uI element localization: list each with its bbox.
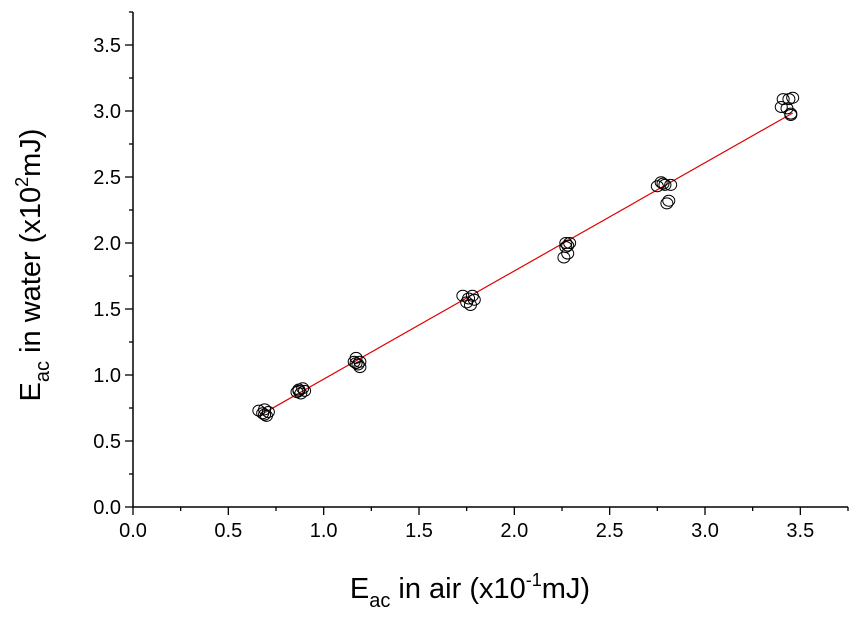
data-point [258, 408, 272, 421]
data-point [298, 384, 312, 397]
y-tick-label: 1.5 [93, 299, 121, 321]
x-axis-title: Eac in air (x10-1mJ) [350, 570, 590, 612]
x-tick-label: 0.5 [214, 520, 242, 542]
x-tick-label: 3.5 [786, 520, 814, 542]
x-tick-label: 3.0 [691, 520, 719, 542]
ticks [125, 11, 849, 515]
data-point [294, 387, 308, 400]
fit-line [258, 112, 794, 417]
y-tick-label: 2.5 [93, 167, 121, 189]
y-tick-label: 3.5 [93, 35, 121, 57]
data-point [658, 178, 672, 191]
data-point [258, 403, 272, 416]
x-tick-labels: 0.0 0.5 1.0 1.5 2.0 2.5 3.0 3.5 [119, 520, 814, 542]
data-point [784, 107, 798, 120]
data-points [252, 91, 800, 422]
data-point [296, 382, 310, 395]
data-point [662, 194, 676, 207]
data-point [654, 176, 668, 189]
y-tick-label: 3.0 [93, 101, 121, 123]
y-tick-labels: 0.0 0.5 1.0 1.5 2.0 2.5 3.0 3.5 [93, 35, 121, 519]
data-point [467, 293, 481, 306]
fit-line-group [258, 112, 794, 417]
data-point [349, 357, 363, 370]
x-tick-label: 2.5 [596, 520, 624, 542]
data-point [559, 237, 573, 249]
data-point [786, 91, 800, 104]
x-tick-label: 2.0 [500, 520, 528, 542]
data-point [660, 197, 674, 210]
data-point [261, 405, 275, 418]
x-tick-label: 1.5 [405, 520, 433, 542]
y-axis-title: Eac in water (x102mJ) [12, 129, 54, 402]
data-point [351, 358, 365, 371]
data-point [664, 178, 678, 191]
data-point [774, 101, 788, 114]
y-tick-label: 2.0 [93, 233, 121, 255]
x-tick-label: 1.0 [310, 520, 338, 542]
data-point [559, 240, 573, 253]
data-point [292, 384, 306, 397]
data-point [353, 361, 367, 374]
axes [132, 12, 848, 508]
data-point [561, 239, 575, 252]
y-tick-label: 1.0 [93, 365, 121, 387]
y-tick-label: 0.0 [93, 497, 121, 519]
y-tick-label: 0.5 [93, 431, 121, 453]
data-point [656, 177, 670, 190]
data-point [563, 237, 577, 249]
x-tick-label: 0.0 [119, 520, 147, 542]
data-point [462, 292, 476, 305]
